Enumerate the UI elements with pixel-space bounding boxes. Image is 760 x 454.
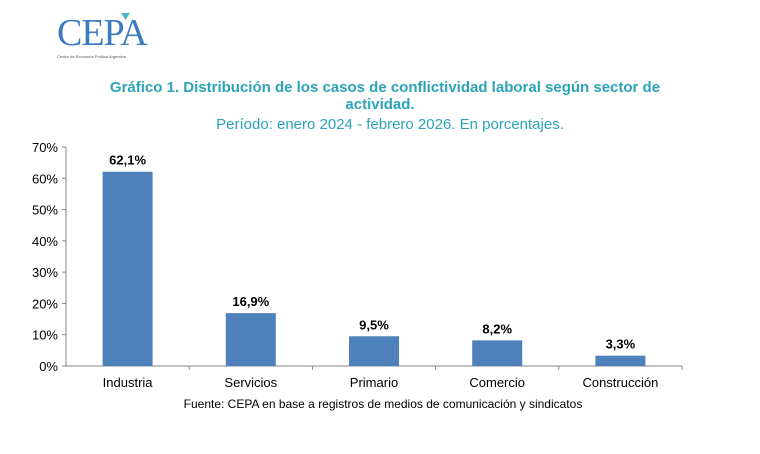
- y-tick-label: 70%: [32, 140, 58, 155]
- data-label: 62,1%: [109, 153, 146, 168]
- logo-gem-icon: [121, 13, 130, 20]
- logo-subtitle: Centro de Economía Política Argentina: [57, 54, 126, 59]
- x-tick-label: Construcción: [582, 375, 658, 390]
- chart-title-line2: actividad.: [345, 96, 415, 113]
- bar-industria: [102, 171, 153, 366]
- data-label: 9,5%: [359, 317, 389, 332]
- y-tick-label: 40%: [32, 234, 58, 249]
- y-tick-label: 30%: [32, 265, 58, 280]
- logo-wordmark: CEPA: [57, 12, 148, 54]
- data-label: 3,3%: [606, 337, 636, 352]
- x-tick-label: Industria: [103, 375, 154, 390]
- y-tick-label: 20%: [32, 296, 58, 311]
- data-label: 8,2%: [482, 321, 512, 336]
- bar-primario: [349, 336, 399, 366]
- chart-title: Gráfico 1. Distribución de los casos de …: [0, 79, 760, 113]
- chart-subtitle: Período: enero 2024 - febrero 2026. En p…: [216, 116, 564, 133]
- x-tick-label: Servicios: [224, 375, 277, 390]
- bar-servicios: [225, 313, 276, 366]
- y-tick-label: 60%: [32, 171, 58, 186]
- x-tick-label: Primario: [350, 375, 398, 390]
- y-tick-label: 0%: [39, 359, 58, 374]
- y-tick-label: 50%: [32, 203, 58, 218]
- data-label: 16,9%: [232, 294, 269, 309]
- chart-title-line1: Gráfico 1. Distribución de los casos de …: [109, 79, 661, 96]
- x-tick-label: Comercio: [469, 375, 525, 390]
- cepa-logo: CEPA Centro de Economía Política Argenti…: [57, 12, 157, 59]
- bar-construcción: [595, 355, 646, 366]
- bar-comercio: [472, 340, 523, 366]
- y-tick-label: 10%: [32, 328, 58, 343]
- chart-source: Fuente: CEPA en base a registros de medi…: [183, 397, 583, 411]
